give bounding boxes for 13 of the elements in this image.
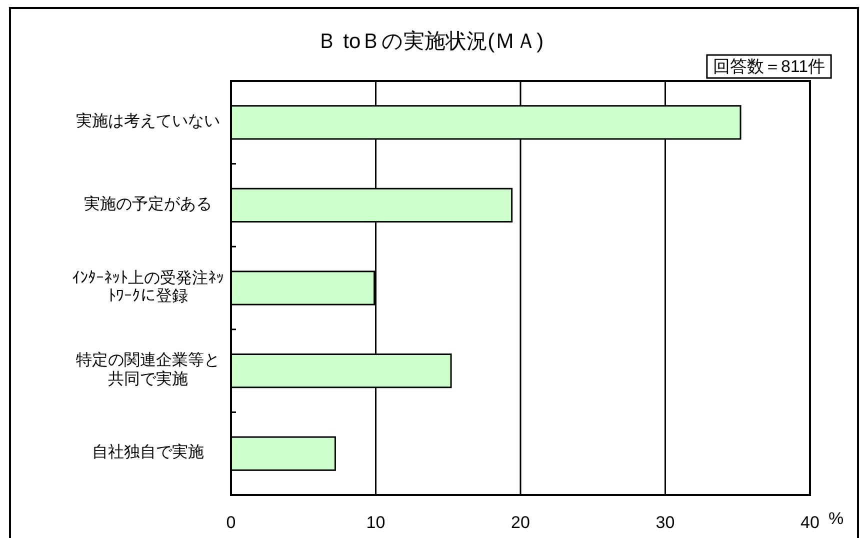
- x-tick-label: 30: [656, 513, 675, 532]
- chart-title: Ｂ toＢの実施状況(ＭＡ): [316, 30, 544, 53]
- x-tick-label: 0: [226, 513, 236, 532]
- x-tick-label: 20: [511, 513, 530, 532]
- text: 回答数＝811件: [712, 57, 826, 76]
- x-axis-title: %: [828, 509, 844, 528]
- y-tick-label: 特定の関連企業等と共同で実施: [75, 352, 221, 390]
- y-tick-label: 自社独自で実施: [92, 444, 204, 463]
- y-tick-label: 実施は考えていない: [76, 113, 220, 132]
- y-tick-label: ｲﾝﾀｰﾈｯﾄ上の受発注ﾈｯﾄﾜｰｸに登録: [72, 270, 224, 306]
- y-tick-label: 実施の予定がある: [84, 196, 212, 214]
- x-tick-label: 40: [800, 513, 820, 532]
- x-tick-label: 10: [366, 513, 386, 532]
